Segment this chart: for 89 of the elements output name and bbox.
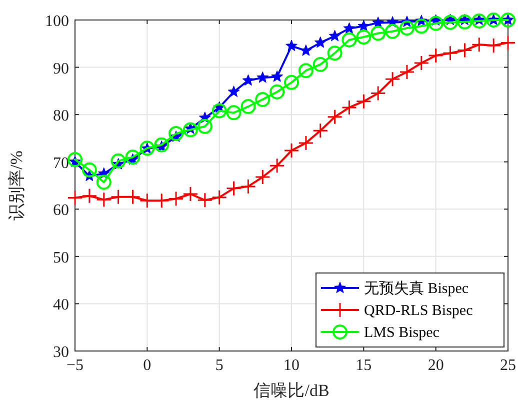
point — [385, 24, 400, 39]
point — [399, 20, 414, 36]
point — [226, 105, 242, 120]
y-tick-label: 40 — [53, 296, 69, 314]
y-tick-label: 90 — [53, 60, 69, 78]
point — [298, 135, 314, 151]
point — [327, 46, 342, 61]
y-tick-label: 60 — [53, 202, 69, 220]
point — [124, 189, 140, 205]
point — [370, 26, 386, 41]
point — [298, 63, 314, 78]
point — [312, 122, 328, 138]
point — [255, 92, 270, 107]
point — [182, 122, 198, 138]
point — [82, 188, 98, 204]
y-tick-label: 70 — [53, 154, 69, 172]
point — [212, 103, 227, 118]
point — [197, 118, 212, 134]
y-tick-label: 80 — [53, 108, 69, 125]
point — [358, 20, 370, 32]
point — [500, 34, 516, 50]
point — [270, 84, 285, 100]
x-tick-label: 15 — [356, 357, 372, 374]
point — [343, 22, 356, 34]
point — [110, 153, 126, 168]
point — [68, 152, 82, 167]
y-tick-label: 30 — [53, 344, 69, 361]
point — [457, 14, 472, 30]
point — [370, 86, 386, 102]
point — [110, 189, 126, 205]
point — [314, 36, 326, 48]
point — [254, 169, 270, 185]
point — [312, 56, 328, 72]
point — [96, 174, 112, 190]
point — [442, 45, 458, 61]
point — [428, 48, 444, 64]
point — [372, 16, 384, 28]
point — [328, 30, 341, 42]
point — [96, 192, 112, 208]
point — [242, 74, 254, 86]
point — [356, 94, 372, 110]
point — [399, 64, 415, 80]
point — [197, 192, 213, 208]
point — [240, 178, 256, 194]
point — [125, 150, 140, 165]
point — [168, 126, 184, 141]
point — [286, 40, 298, 52]
point — [139, 192, 155, 208]
legend-label: LMS Bispec — [364, 325, 440, 341]
legend-label: QRD-RLS Bispec — [364, 303, 474, 319]
x-tick-label: 10 — [284, 357, 300, 374]
y-tick-label: 50 — [53, 249, 69, 266]
point — [67, 190, 83, 206]
point — [269, 158, 285, 174]
point — [456, 42, 472, 58]
point — [240, 99, 256, 114]
point — [414, 55, 430, 71]
point — [228, 86, 240, 97]
x-tick-label: 20 — [428, 357, 444, 374]
y-tick-label: 100 — [45, 13, 69, 30]
point — [486, 38, 502, 54]
point — [384, 71, 400, 87]
legend-label: 无预失真 Bispec — [364, 280, 469, 297]
point — [342, 32, 357, 48]
point — [212, 190, 228, 206]
x-tick-label: 0 — [143, 357, 152, 374]
y-axis-title: 识别率/% — [7, 150, 26, 220]
point — [226, 180, 242, 196]
point — [327, 109, 343, 125]
point — [471, 36, 487, 52]
point — [168, 190, 184, 206]
point — [284, 142, 300, 158]
point — [356, 30, 372, 45]
x-tick-label: −5 — [66, 357, 84, 374]
point — [82, 162, 97, 178]
point — [284, 74, 299, 90]
point — [154, 192, 170, 208]
point — [271, 70, 284, 82]
point — [256, 71, 269, 83]
point — [442, 14, 458, 30]
x-tick-label: 25 — [500, 357, 516, 374]
point — [472, 13, 487, 28]
point — [182, 186, 198, 202]
point — [154, 137, 170, 152]
point — [341, 100, 357, 116]
point — [428, 16, 444, 31]
x-axis-title: 信噪比/dB — [254, 381, 330, 400]
x-tick-label: 5 — [215, 357, 224, 374]
point — [414, 18, 429, 34]
